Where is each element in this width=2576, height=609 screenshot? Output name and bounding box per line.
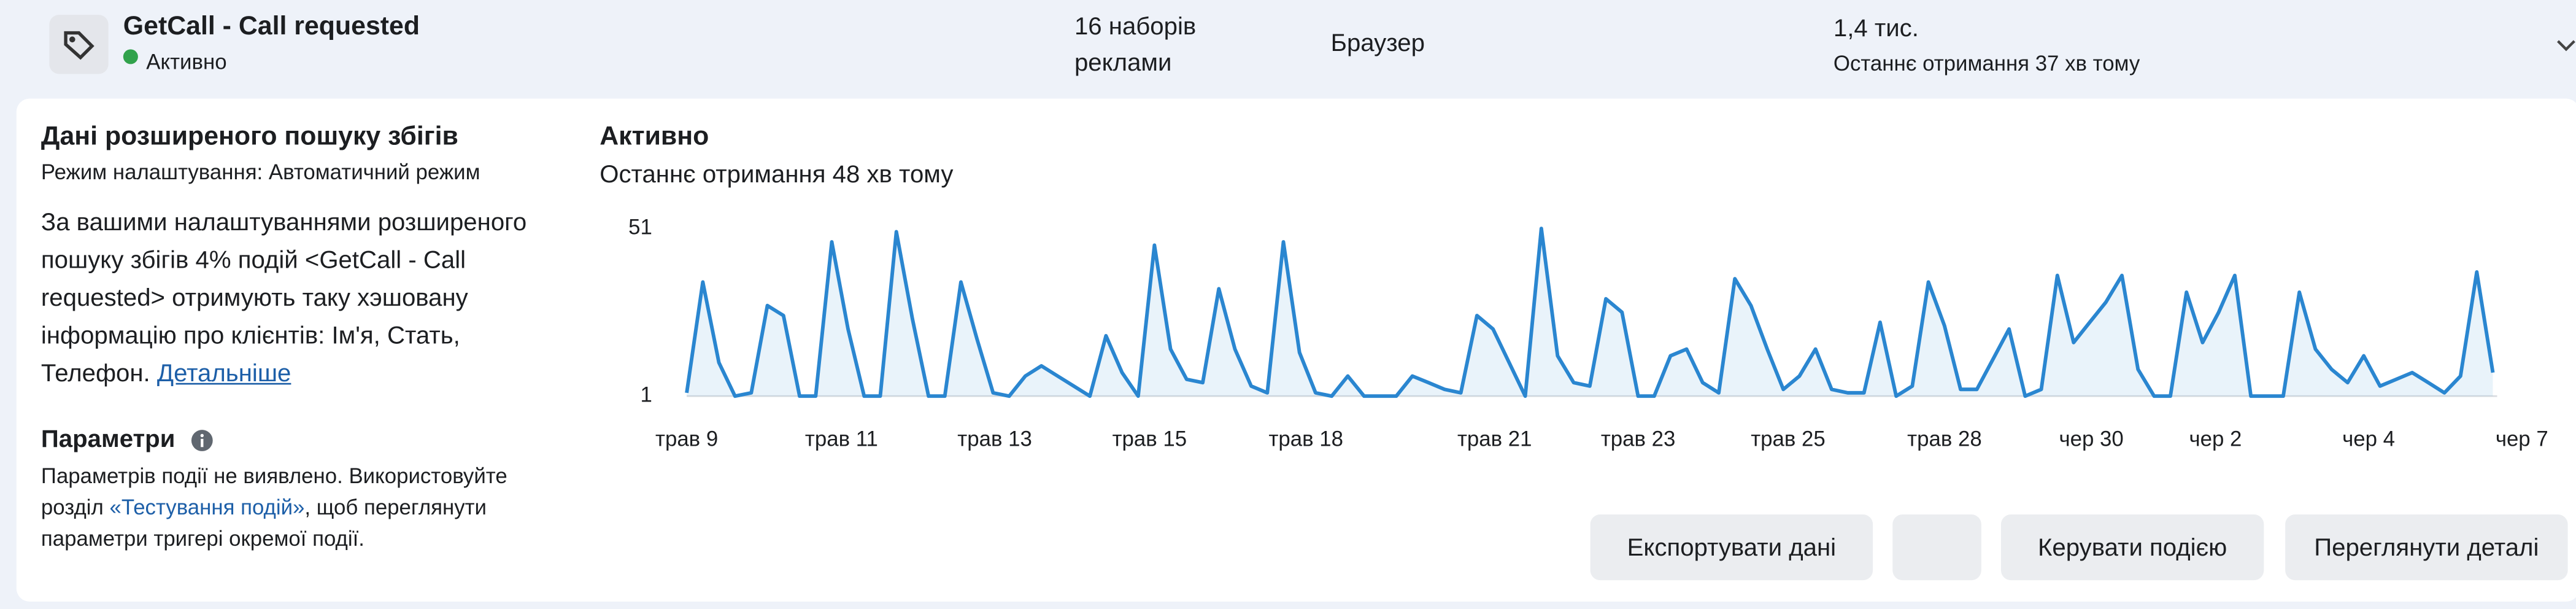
testing-link[interactable]: «Тестування подій» <box>109 494 305 520</box>
parameters-text: Параметрів події не виявлено. Використов… <box>41 460 550 554</box>
status-dot <box>123 49 138 64</box>
x-tick-label: трав 25 <box>1751 427 1826 451</box>
details-link[interactable]: Детальніше <box>156 360 291 388</box>
x-tick-label: трав 15 <box>1113 427 1187 451</box>
panel-title: Дані розширеного пошуку збігів <box>40 123 458 152</box>
manage-button[interactable]: Керувати подією <box>2000 514 2264 581</box>
area <box>687 228 2493 397</box>
parameters-before: Параметрів події не виявлено. Використов… <box>40 463 507 520</box>
description-text: За вашими налаштуваннями розширеного пош… <box>40 209 527 388</box>
view-details-button[interactable]: Переглянути деталі <box>2285 514 2568 581</box>
source: Браузер <box>1330 29 1425 58</box>
event-count: 1,4 тис. <box>1833 15 1919 43</box>
parameters-title: Параметри <box>40 425 175 454</box>
y-tick-label: 51 <box>628 215 652 239</box>
chart-subtitle: Останнє отримання 48 хв тому <box>600 161 954 189</box>
event-title[interactable]: GetCall - Call requested <box>123 13 420 41</box>
x-tick-label: чер 2 <box>2189 427 2242 451</box>
x-tick-label: трав 9 <box>655 427 718 451</box>
event-status: Активно <box>146 49 227 74</box>
x-tick-label: чер 4 <box>2342 427 2395 451</box>
export-button[interactable]: Експортувати дані <box>1590 514 1873 581</box>
tag-icon <box>64 31 94 60</box>
x-tick-label: трав 11 <box>805 427 878 451</box>
panel-description: За вашими налаштуваннями розширеного пош… <box>41 204 550 393</box>
y-tick-label: 1 <box>641 382 652 406</box>
parameters-after: , щоб переглянути параметри тригері окре… <box>40 494 487 551</box>
event-icon <box>49 15 109 74</box>
x-tick-label: трав 21 <box>1457 427 1532 451</box>
icon-button[interactable] <box>1892 514 1981 581</box>
chevron[interactable] <box>2553 33 2576 56</box>
x-tick-label: трав 23 <box>1601 427 1676 451</box>
line <box>685 227 2495 398</box>
chart-title: Активно <box>600 123 709 152</box>
panel-mode: Режим налаштування: Автоматичний режим <box>40 159 480 184</box>
last-received: Останнє отримання 37 хв тому <box>1833 50 2140 76</box>
x-tick-label: трав 18 <box>1268 427 1343 451</box>
x-tick-label: трав 28 <box>1907 427 1982 451</box>
info-icon[interactable] <box>191 429 214 452</box>
x-tick-label: трав 13 <box>957 427 1032 451</box>
x-tick-label: чер 30 <box>2059 427 2123 451</box>
x-tick-label: чер 7 <box>2496 427 2548 451</box>
ad-sets: 16 наборів реклами <box>1074 13 1197 77</box>
